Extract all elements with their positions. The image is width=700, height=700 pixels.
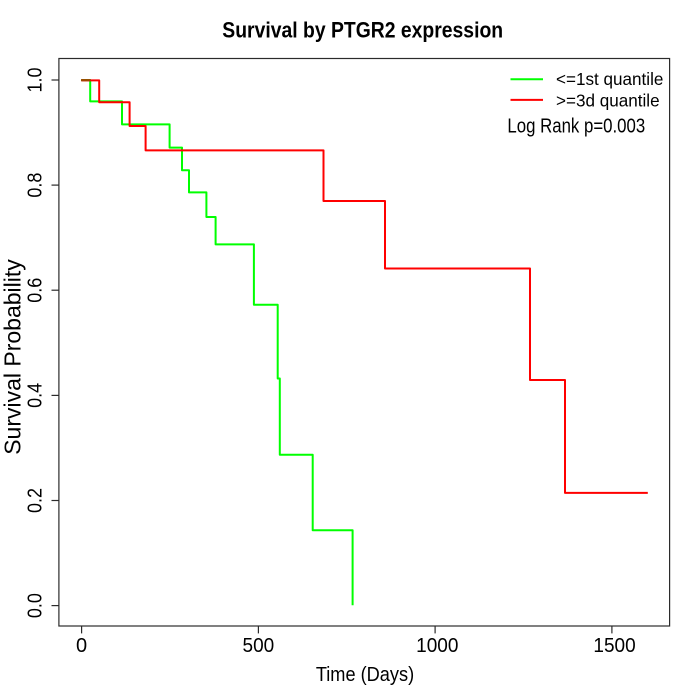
svg-text:0.4: 0.4 (25, 382, 47, 407)
svg-text:0.6: 0.6 (25, 278, 47, 303)
svg-text:>=3d quantile: >=3d quantile (556, 90, 660, 111)
svg-text:0.8: 0.8 (25, 173, 47, 198)
svg-text:Survival Probability: Survival Probability (0, 259, 26, 455)
svg-text:500: 500 (243, 635, 275, 658)
svg-text:0.0: 0.0 (25, 593, 47, 618)
svg-text:1.0: 1.0 (25, 67, 47, 92)
svg-text:0.2: 0.2 (25, 488, 47, 513)
svg-text:0: 0 (76, 635, 87, 657)
svg-text:Log Rank p=0.003: Log Rank p=0.003 (507, 114, 645, 137)
svg-text:1000: 1000 (416, 635, 458, 658)
svg-text:1500: 1500 (593, 635, 635, 658)
svg-text:Survival by PTGR2 expression: Survival by PTGR2 expression (222, 18, 503, 42)
svg-text:<=1st quantile: <=1st quantile (556, 69, 663, 90)
svg-text:Time (Days): Time (Days) (316, 664, 414, 686)
